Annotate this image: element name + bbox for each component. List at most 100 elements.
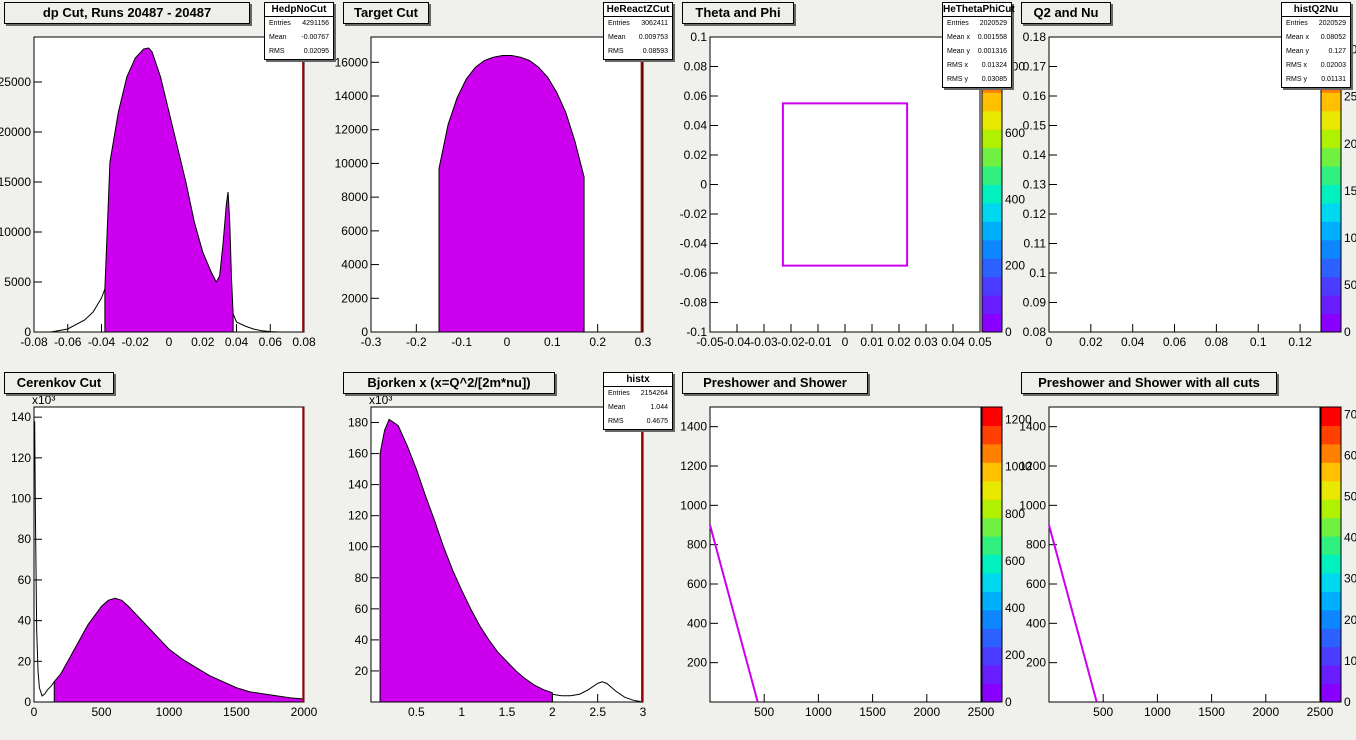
filled-histogram (379, 418, 553, 703)
y-tick-label: 0 (700, 178, 707, 192)
y-tick-label: 0 (24, 325, 31, 339)
target-cut-histogram[interactable]: -0.3 -0.2 -0.1 0 0.1 0.2 0.3020004000600080001… (335, 0, 678, 370)
stats-name: HeThetaPhiCut (943, 4, 1015, 17)
palette-bin (1321, 258, 1341, 278)
y-tick-label: 160 (348, 447, 368, 461)
stat-label: Mean (608, 34, 626, 41)
palette-bin (1321, 92, 1341, 112)
y-tick-label: 0.06 (684, 89, 708, 103)
y-tick-label: 4000 (341, 258, 368, 272)
stats-name: HedpNoCut (265, 3, 333, 17)
x-tick-label: 0.06 (259, 335, 283, 349)
palette-bin (1321, 147, 1341, 167)
y-tick-label: 80 (355, 571, 369, 585)
x-tick-label: -0.06 (54, 335, 82, 349)
y-axis-exponent: x10³ (32, 393, 55, 407)
dp-cut-histogram[interactable]: -0.08 -0.06 -0.04 -0.02 0 0.02 0.04 0.06 0.08050… (0, 0, 339, 370)
palette-bin (982, 166, 1002, 185)
x-tick-label: 0.1 (1250, 335, 1267, 349)
tail-histogram (552, 681, 644, 703)
palette-bin (1321, 221, 1341, 241)
palette-tick-label: 150 (1344, 184, 1356, 198)
y-tick-label: 6000 (341, 224, 368, 238)
stat-label: Mean y (947, 48, 970, 55)
x-tick-label: 1000 (156, 705, 183, 719)
x-tick-label: 0.02 (191, 335, 215, 349)
y-tick-label: 180 (348, 416, 368, 430)
stats-box: histQ2Nu Entries 2020529 Mean x 0.08052 Me… (1281, 2, 1351, 88)
palette-bin (982, 129, 1002, 149)
y-tick-label: 8000 (341, 190, 368, 204)
x-tick-label: 0.08 (1205, 335, 1229, 349)
x-tick-label: 0.3 (635, 335, 652, 349)
y-tick-label: 0 (24, 695, 31, 709)
stat-value: 2020529 (1318, 20, 1346, 27)
panel-title: Target Cut (343, 2, 429, 24)
stats-name: HeReactZCut (604, 3, 672, 17)
y-tick-label: 0.1 (690, 30, 707, 44)
palette-tick-label: 200 (1344, 137, 1356, 151)
filled-histogram (104, 47, 234, 333)
stat-value: 2020529 (979, 20, 1007, 27)
x-tick-label: 0.06 (1163, 335, 1187, 349)
x-tick-label: 0.2 (589, 335, 606, 349)
x-tick-label: 0 (842, 335, 849, 349)
outline-histogram (34, 288, 106, 333)
stat-value: 2154264 (640, 390, 668, 397)
palette-tick-label: 600 (1005, 126, 1025, 140)
stats-name: histQ2Nu (1282, 3, 1350, 17)
x-tick-label: 0.01 (860, 335, 884, 349)
theta-phi-heatmap[interactable]: -0.05 -0.04 -0.03 -0.02 -0.01 0 0.01 0.02 0.03 0.… (678, 0, 1026, 370)
stat-label: RMS (269, 48, 285, 55)
stat-value: 4291156 (302, 20, 329, 27)
y-tick-label: 0.17 (1023, 60, 1047, 74)
y-tick-label: 40 (355, 633, 369, 647)
x-tick-label: 0.05 (968, 335, 992, 349)
palette-bin (1321, 313, 1341, 333)
preshower-shower-heatmap[interactable]: 500 1000 1500 2000 2500200400600800100012001… (678, 370, 1032, 740)
y-tick-label: -0.08 (680, 296, 708, 310)
y-tick-label: 0.09 (1023, 296, 1047, 310)
x-tick-label: 1 (458, 705, 465, 719)
x-tick-label: 1.5 (499, 705, 516, 719)
palette-tick-label: 100 (1344, 231, 1356, 245)
y-tick-label: 14000 (335, 89, 369, 103)
x-tick-label: 0.5 (408, 705, 425, 719)
stat-value: 0.02003 (1320, 62, 1346, 69)
outline-histogram (34, 421, 55, 697)
palette-bin (1321, 276, 1341, 296)
filled-histogram (53, 597, 305, 703)
palette-bin (982, 92, 1002, 112)
y-tick-label: 5000 (4, 275, 31, 289)
palette-bin (982, 295, 1002, 315)
x-tick-label: 0 (31, 705, 38, 719)
x-tick-label: -0.02 (777, 335, 805, 349)
y-tick-label: 10000 (335, 156, 369, 170)
stat-label: Mean y (1286, 48, 1309, 55)
pad-dp-cut: -0.08 -0.06 -0.04 -0.02 0 0.02 0.04 0.06 0.08 0 50… (0, 0, 339, 370)
q2-nu-heatmap[interactable]: 0 0.02 0.04 0.06 0.08 0.1 0.120.080.090.10.110… (1017, 0, 1356, 370)
palette-bin (1321, 239, 1341, 259)
stat-value: 0.001558 (977, 34, 1007, 41)
stat-label: Entries (608, 390, 630, 397)
x-tick-label: 0.12 (1288, 335, 1312, 349)
y-tick-label: 80 (18, 532, 32, 546)
pad-q2-nu: 0 0.02 0.04 0.06 0.08 0.1 0.12 0.08 0.09 0.1 0.11 0… (1017, 0, 1356, 370)
stat-label: Entries (1286, 20, 1308, 27)
stat-label: RMS y (947, 76, 968, 83)
stat-label: RMS (608, 48, 624, 55)
y-tick-label: 0.14 (1023, 148, 1047, 162)
x-tick-label: 0.03 (914, 335, 938, 349)
y-tick-label: 40 (18, 614, 32, 628)
y-tick-label: 0.04 (684, 119, 708, 133)
x-tick-label: -0.01 (804, 335, 832, 349)
palette-bin (1321, 184, 1341, 204)
y-tick-label: 140 (11, 410, 31, 424)
stat-value: 0.001316 (977, 48, 1007, 55)
panel-title: Cerenkov Cut (4, 372, 114, 394)
y-tick-label: 25000 (0, 75, 31, 89)
palette-bin (982, 276, 1002, 296)
